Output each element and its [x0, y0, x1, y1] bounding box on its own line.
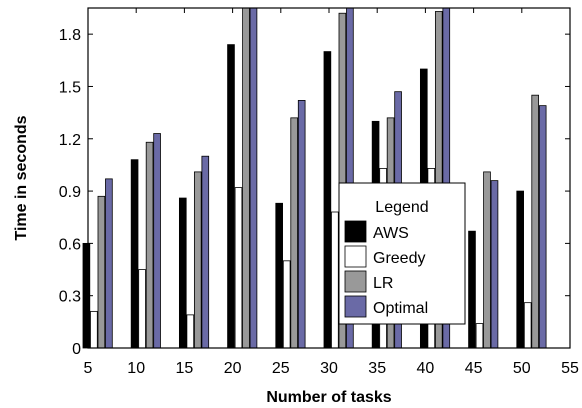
x-tick-label: 10 [127, 360, 145, 377]
bar-optimal-16 [201, 155, 210, 349]
y-tick-label: 0 [72, 341, 81, 358]
bar-aws-16 [178, 197, 187, 349]
bar-optimal-6 [105, 178, 113, 349]
bar-aws-46 [468, 230, 476, 349]
y-axis-title: Time in seconds [13, 115, 30, 240]
x-tick-label: 45 [465, 360, 483, 377]
bar-greedy-51 [523, 302, 532, 349]
bar-greedy-21 [234, 187, 243, 349]
bar-optimal-21 [249, 7, 258, 349]
bar-lr-51 [531, 94, 539, 349]
legend-swatch-aws [344, 220, 367, 243]
legend: Legend AWS Greedy LR Optimal [338, 182, 466, 325]
legend-swatch-optimal [344, 295, 367, 318]
bars-layer [82, 7, 547, 349]
legend-swatch-greedy [344, 245, 367, 268]
x-tick-label: 35 [368, 360, 386, 377]
axes-layer: 5 10 15 20 25 30 35 40 45 50 55 0 0.3 0.6 0.9 1.2 1.5 1.8 [59, 8, 579, 377]
bar-lr-46 [483, 171, 491, 349]
bar-greedy-16 [186, 314, 195, 349]
bar-lr-26 [290, 117, 298, 349]
bar-aws-31 [323, 51, 332, 349]
bar-greedy-26 [282, 260, 291, 349]
legend-label-aws: AWS [373, 225, 409, 242]
bar-greedy-6 [90, 310, 98, 349]
y-tick-label: 1.2 [59, 132, 81, 149]
y-tick-label: 1.5 [59, 79, 81, 96]
y-tick-label: 1.8 [59, 27, 81, 44]
legend-swatch-lr [344, 270, 367, 293]
x-tick-label: 50 [513, 360, 531, 377]
bar-aws-51 [516, 190, 524, 349]
bar-optimal-11 [153, 133, 161, 349]
bar-lr-16 [193, 171, 202, 349]
bar-lr-11 [145, 141, 154, 349]
x-tick-label: 25 [272, 360, 290, 377]
bar-aws-21 [227, 44, 235, 349]
legend-label-greedy: Greedy [373, 250, 425, 267]
y-tick-label: 0.3 [59, 289, 81, 306]
bar-greedy-11 [138, 269, 146, 349]
bar-aws-11 [130, 159, 139, 349]
bar-greedy-46 [475, 323, 484, 349]
bar-greedy-31 [331, 211, 339, 349]
y-tick-label: 0.6 [59, 236, 81, 253]
y-tick-label: 0.9 [59, 184, 81, 201]
x-tick-label: 20 [224, 360, 242, 377]
x-tick-label: 15 [176, 360, 194, 377]
bar-lr-21 [242, 7, 250, 349]
x-tick-label: 55 [561, 360, 579, 377]
x-tick-label: 5 [84, 360, 93, 377]
x-axis-title: Number of tasks [266, 389, 391, 406]
x-tick-label: 30 [320, 360, 338, 377]
bar-optimal-46 [490, 180, 499, 349]
bar-optimal-51 [538, 105, 547, 349]
legend-label-optimal: Optimal [373, 300, 428, 317]
legend-label-lr: LR [373, 275, 393, 292]
x-tick-label: 40 [417, 360, 435, 377]
legend-items: AWS Greedy LR Optimal [344, 220, 428, 318]
bar-optimal-26 [297, 100, 306, 349]
legend-title: Legend [375, 199, 428, 216]
bar-lr-6 [97, 195, 106, 349]
bar-aws-26 [275, 202, 283, 349]
